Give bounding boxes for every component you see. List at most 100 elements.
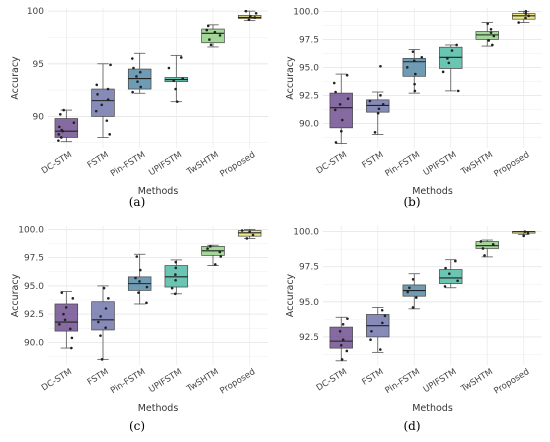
- data-point: [213, 30, 217, 34]
- data-point: [487, 39, 491, 42]
- box-upifstm: [439, 259, 463, 289]
- box-iqr: [91, 88, 115, 117]
- data-point: [345, 349, 349, 353]
- data-point: [414, 296, 418, 299]
- x-tick-label: Pin-FSTM: [109, 150, 147, 179]
- y-tick-label: 100.0: [18, 225, 44, 235]
- box-dc-stm: [54, 291, 79, 350]
- y-axis-label: Accuracy: [285, 56, 296, 100]
- data-point: [248, 15, 252, 18]
- data-point: [218, 250, 222, 254]
- data-point: [491, 43, 494, 47]
- data-point: [454, 259, 457, 263]
- data-point: [486, 22, 489, 25]
- box-fstm: [366, 64, 390, 135]
- data-point: [405, 66, 409, 69]
- data-point: [206, 24, 210, 28]
- box-fstm: [91, 63, 115, 138]
- data-point: [62, 312, 65, 316]
- y-tick-label: 95.0: [299, 298, 319, 308]
- data-point: [57, 133, 61, 136]
- data-point: [341, 118, 344, 122]
- data-point: [94, 109, 98, 113]
- data-point: [64, 306, 68, 309]
- data-point: [59, 136, 63, 139]
- data-point: [136, 80, 139, 83]
- data-point: [173, 292, 177, 296]
- data-point: [332, 81, 336, 85]
- x-tick-label: TwSHTM: [184, 367, 220, 395]
- data-point: [338, 330, 342, 333]
- y-tick-label: 100.0: [293, 7, 319, 17]
- data-point: [489, 31, 493, 34]
- y-tick-label: 97.5: [299, 35, 319, 45]
- data-point: [209, 245, 212, 248]
- x-tick-label: Proposed: [218, 150, 257, 179]
- data-point: [135, 255, 139, 258]
- data-point: [106, 87, 110, 91]
- data-point: [106, 98, 110, 101]
- box-iqr: [164, 265, 189, 288]
- x-tick-label: Proposed: [492, 367, 531, 396]
- data-point: [523, 230, 527, 233]
- data-point: [339, 344, 343, 347]
- y-axis-label: Accuracy: [10, 273, 21, 317]
- data-point: [130, 57, 134, 60]
- data-point: [132, 66, 135, 70]
- x-tick-label: DC-STM: [40, 150, 74, 176]
- box-proposed: [237, 9, 262, 22]
- x-tick-label: Pin-FSTM: [384, 367, 422, 396]
- data-point: [179, 56, 183, 59]
- data-point: [381, 103, 385, 106]
- data-point: [245, 237, 249, 240]
- data-point: [489, 27, 493, 31]
- data-point: [346, 317, 349, 320]
- data-point: [96, 93, 99, 96]
- data-point: [135, 75, 138, 78]
- x-tick-label: Proposed: [492, 150, 531, 179]
- chart-panel-4: 92.5 95.0 97.5 100.0 Accuracy DC-STM FSTMPin-F…: [285, 226, 542, 433]
- data-point: [57, 139, 60, 142]
- box-iqr: [54, 118, 79, 138]
- data-point: [138, 268, 142, 272]
- box-pin-fstm: [402, 273, 426, 310]
- x-axis-label: Methods: [412, 186, 453, 197]
- x-tick-label: Proposed: [218, 367, 257, 396]
- box-twshtm: [201, 244, 225, 266]
- x-tick-label: DC-STM: [315, 150, 349, 176]
- data-point: [413, 89, 417, 93]
- data-point: [107, 297, 110, 300]
- box-dc-stm: [329, 316, 353, 362]
- y-tick-label: 95.0: [299, 63, 319, 73]
- panel-caption: (b): [403, 195, 420, 209]
- x-tick-label: UPIFSTM: [147, 150, 184, 178]
- data-point: [483, 254, 486, 257]
- data-point: [68, 327, 72, 331]
- data-point: [377, 107, 381, 111]
- data-point: [345, 73, 349, 77]
- data-point: [408, 286, 411, 290]
- data-point: [174, 260, 178, 264]
- box-iqr: [439, 269, 463, 284]
- box-twshtm: [475, 239, 499, 258]
- data-point: [338, 103, 342, 106]
- box-iqr: [475, 31, 499, 40]
- data-point: [522, 234, 525, 238]
- data-point: [174, 87, 177, 91]
- data-point: [102, 286, 106, 290]
- data-point: [139, 85, 142, 89]
- data-point: [441, 70, 445, 74]
- box-pin-fstm: [127, 52, 152, 94]
- panel-caption: (a): [129, 195, 146, 209]
- y-tick-label: 100.0: [293, 228, 319, 238]
- data-point: [248, 230, 251, 233]
- box-iqr: [439, 46, 463, 69]
- y-tick-label: 90: [33, 112, 45, 122]
- box-upifstm: [164, 259, 189, 296]
- data-point: [247, 18, 251, 21]
- box-pin-fstm: [127, 253, 152, 305]
- data-point: [341, 322, 345, 326]
- x-tick-label: FSTM: [361, 367, 386, 388]
- data-point: [411, 50, 415, 53]
- data-point: [167, 66, 171, 70]
